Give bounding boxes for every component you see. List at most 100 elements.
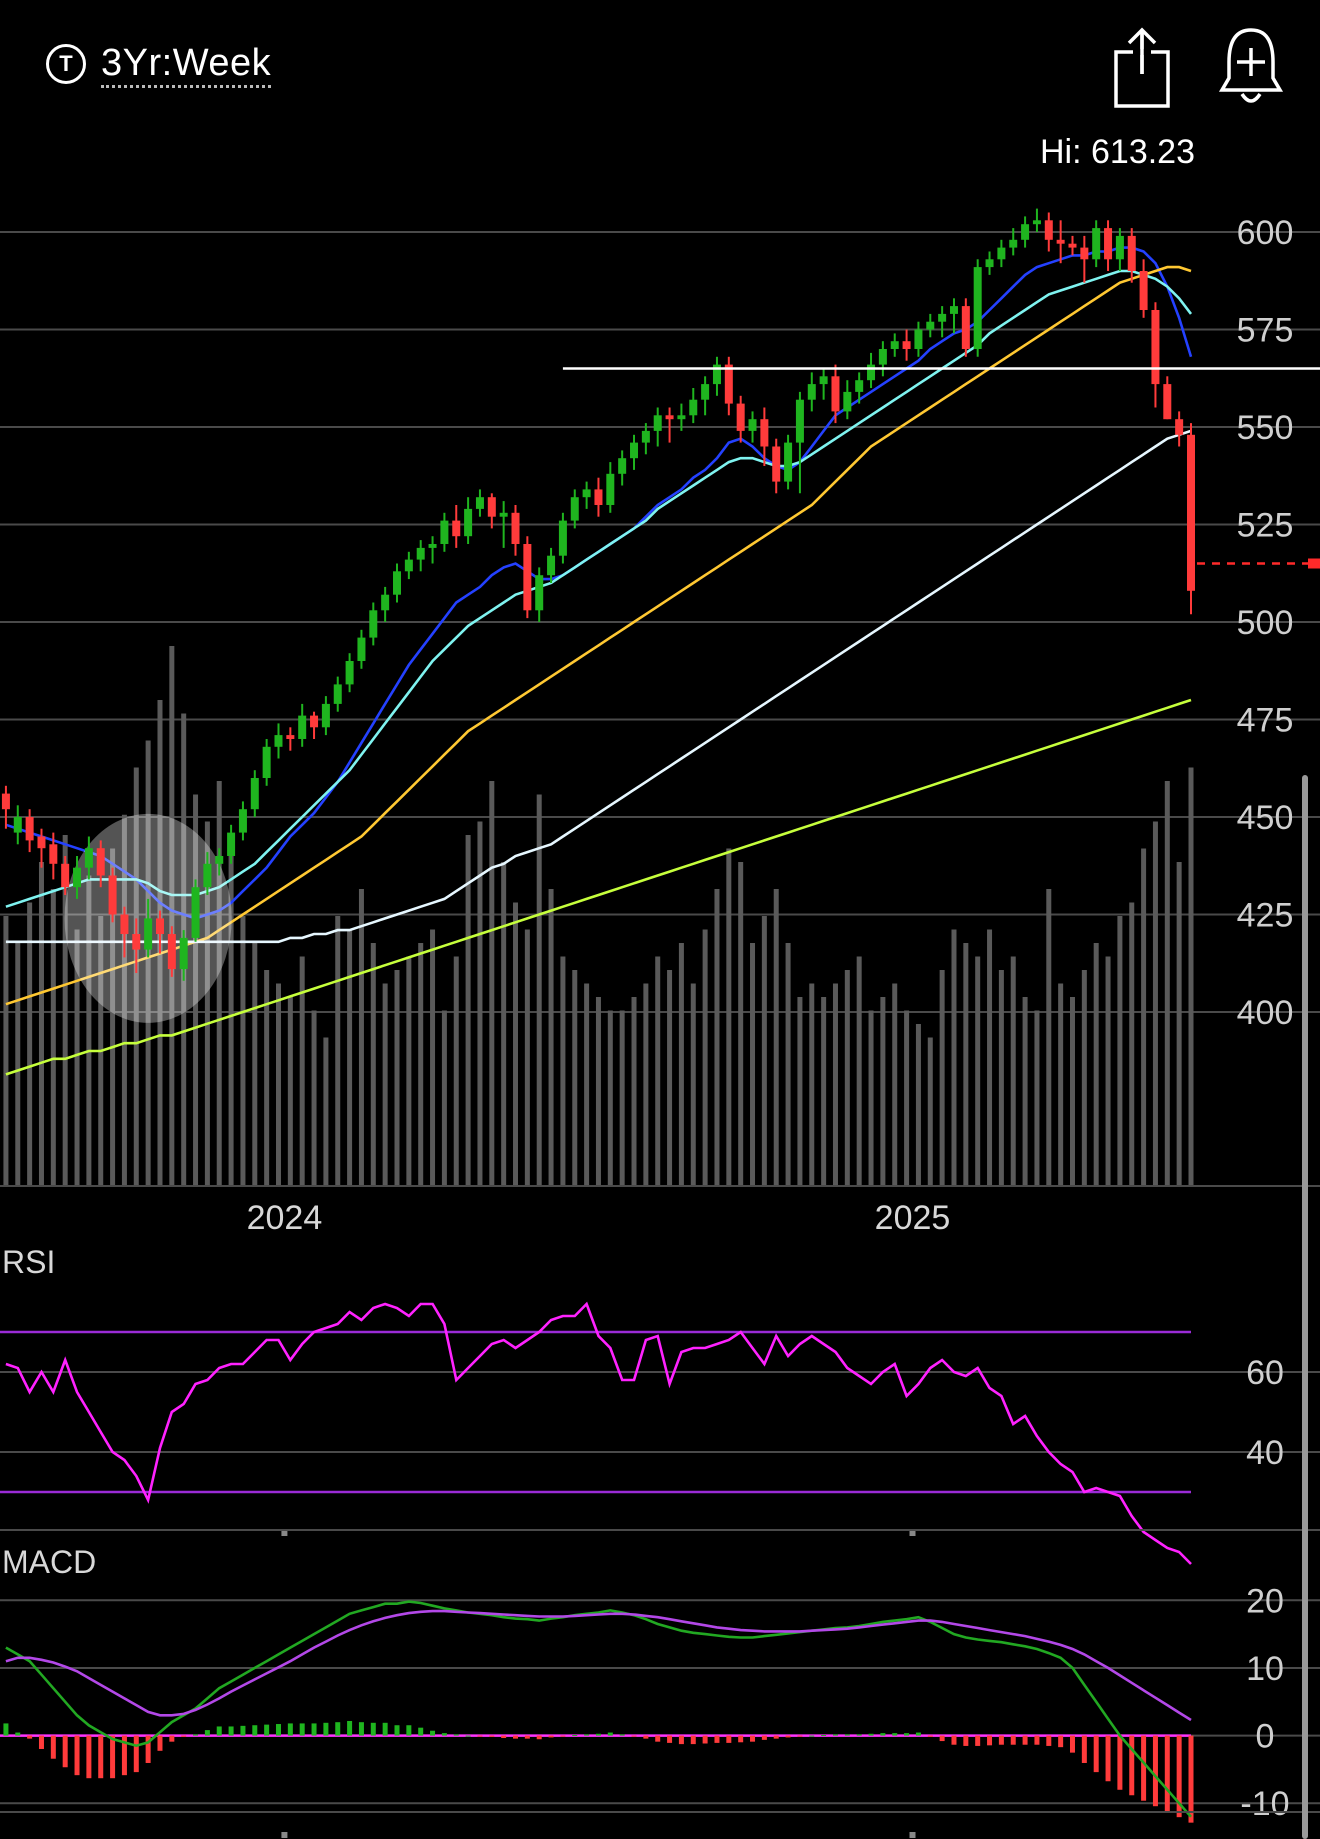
vertical-scrollbar[interactable] <box>1302 775 1308 1839</box>
macd-histogram-bar <box>228 1726 234 1736</box>
volume-bar <box>975 956 981 1186</box>
macd-histogram-bar <box>323 1722 329 1736</box>
volume-bar <box>145 740 151 1186</box>
volume-bar <box>1034 1010 1040 1186</box>
time-tick-mark <box>281 1530 288 1536</box>
candle-body <box>938 313 947 322</box>
price-axis: 400 425 450 475 500 525 550 575 600 <box>1237 214 1294 1032</box>
volume-bar <box>74 929 80 1186</box>
volume-bar <box>832 983 838 1186</box>
macd-histogram-bar <box>915 1732 921 1736</box>
volume-bar <box>323 1037 329 1186</box>
time-axis-label: 2025 <box>875 1199 951 1237</box>
candle-body <box>203 863 212 888</box>
macd-histogram-bar <box>489 1735 495 1737</box>
volume-bar <box>228 835 234 1186</box>
macd-histogram-bar <box>62 1735 68 1768</box>
macd-histogram <box>3 1720 1194 1823</box>
candle-body <box>973 267 982 349</box>
candle-body <box>1115 235 1124 260</box>
volume-bar <box>678 943 684 1186</box>
volume-bar <box>370 943 376 1186</box>
volume-bar <box>1176 862 1182 1186</box>
macd-histogram-bar <box>264 1724 270 1736</box>
price-tick-label: 550 <box>1237 409 1294 447</box>
macd-histogram-bar <box>311 1723 317 1736</box>
candle-body <box>120 914 129 934</box>
macd-histogram-bar <box>98 1735 104 1779</box>
macd-histogram-bar <box>477 1735 483 1737</box>
candle-body <box>1151 310 1160 385</box>
macd-histogram-bar <box>690 1735 696 1745</box>
macd-histogram-bar <box>240 1725 246 1736</box>
macd-tick-label: 0 <box>1256 1718 1275 1756</box>
volume-bar <box>750 943 756 1186</box>
candle-body <box>867 364 876 381</box>
macd-lines <box>5 1600 1192 1818</box>
macd-histogram-bar <box>536 1735 542 1740</box>
macd-histogram-bar <box>1141 1735 1147 1801</box>
price-tick-label: 400 <box>1237 994 1294 1032</box>
time-axis: 2024 2025 <box>247 1199 951 1838</box>
candle-body <box>558 520 567 556</box>
macd-panel-title: MACD <box>2 1544 96 1580</box>
volume-bar <box>453 956 459 1186</box>
candle-body <box>49 844 58 864</box>
candle-body <box>132 934 141 950</box>
volume-bar <box>619 1010 625 1186</box>
add-alert-bell-icon[interactable] <box>1218 24 1284 110</box>
candle-body <box>630 442 639 459</box>
candle-body <box>985 259 994 268</box>
volume-bar <box>987 929 993 1186</box>
macd-histogram-bar <box>299 1723 305 1736</box>
candle-body <box>772 446 781 482</box>
volume-bar <box>394 970 400 1186</box>
moving-average-line <box>5 698 1192 1076</box>
macd-tick-label: 20 <box>1246 1582 1284 1620</box>
candle-body <box>689 399 698 416</box>
volume-bar <box>690 983 696 1186</box>
timeframe-selector[interactable]: T 3Yr:Week <box>46 42 272 88</box>
volume-bar <box>133 767 139 1186</box>
volume-bar <box>880 997 886 1186</box>
candle-body <box>1175 419 1184 435</box>
macd-histogram-bar <box>844 1734 850 1736</box>
macd-histogram-bar <box>145 1735 151 1763</box>
candle-body <box>155 918 164 934</box>
macd-histogram-bar <box>121 1735 127 1776</box>
price-tick-label: 575 <box>1237 312 1294 350</box>
share-icon[interactable] <box>1112 26 1174 108</box>
volume-bar <box>1164 781 1170 1186</box>
volume-bar <box>1141 848 1147 1186</box>
macd-histogram-bar <box>880 1733 886 1736</box>
candle-body <box>949 306 958 314</box>
volume-bar <box>252 943 258 1186</box>
macd-histogram-bar <box>275 1724 281 1736</box>
time-axis-label: 2024 <box>247 1199 323 1237</box>
macd-signal-line <box>5 1609 1192 1722</box>
macd-histogram-bar <box>892 1733 898 1736</box>
candle-body <box>653 415 662 431</box>
volume-bar <box>1022 997 1028 1186</box>
candle-body <box>523 544 532 611</box>
macd-histogram-bar <box>110 1735 116 1779</box>
macd-histogram-bar <box>809 1735 815 1737</box>
volume-bar <box>856 956 862 1186</box>
volume-bar <box>892 983 898 1186</box>
macd-histogram-bar <box>157 1735 163 1751</box>
macd-histogram-bar <box>726 1735 732 1743</box>
volume-bar <box>62 835 68 1186</box>
macd-histogram-bar <box>193 1734 199 1736</box>
macd-histogram-bar <box>216 1726 222 1736</box>
macd-histogram-bar <box>1081 1735 1087 1763</box>
candle-body <box>1021 224 1030 240</box>
candle-body <box>795 399 804 443</box>
macd-histogram-bar <box>1069 1735 1075 1753</box>
candle-body <box>1139 271 1148 310</box>
candle-body <box>807 384 816 400</box>
candle-body <box>357 637 366 661</box>
volume-bar <box>418 943 424 1186</box>
macd-histogram-bar <box>501 1735 507 1739</box>
macd-histogram-bar <box>133 1735 139 1773</box>
